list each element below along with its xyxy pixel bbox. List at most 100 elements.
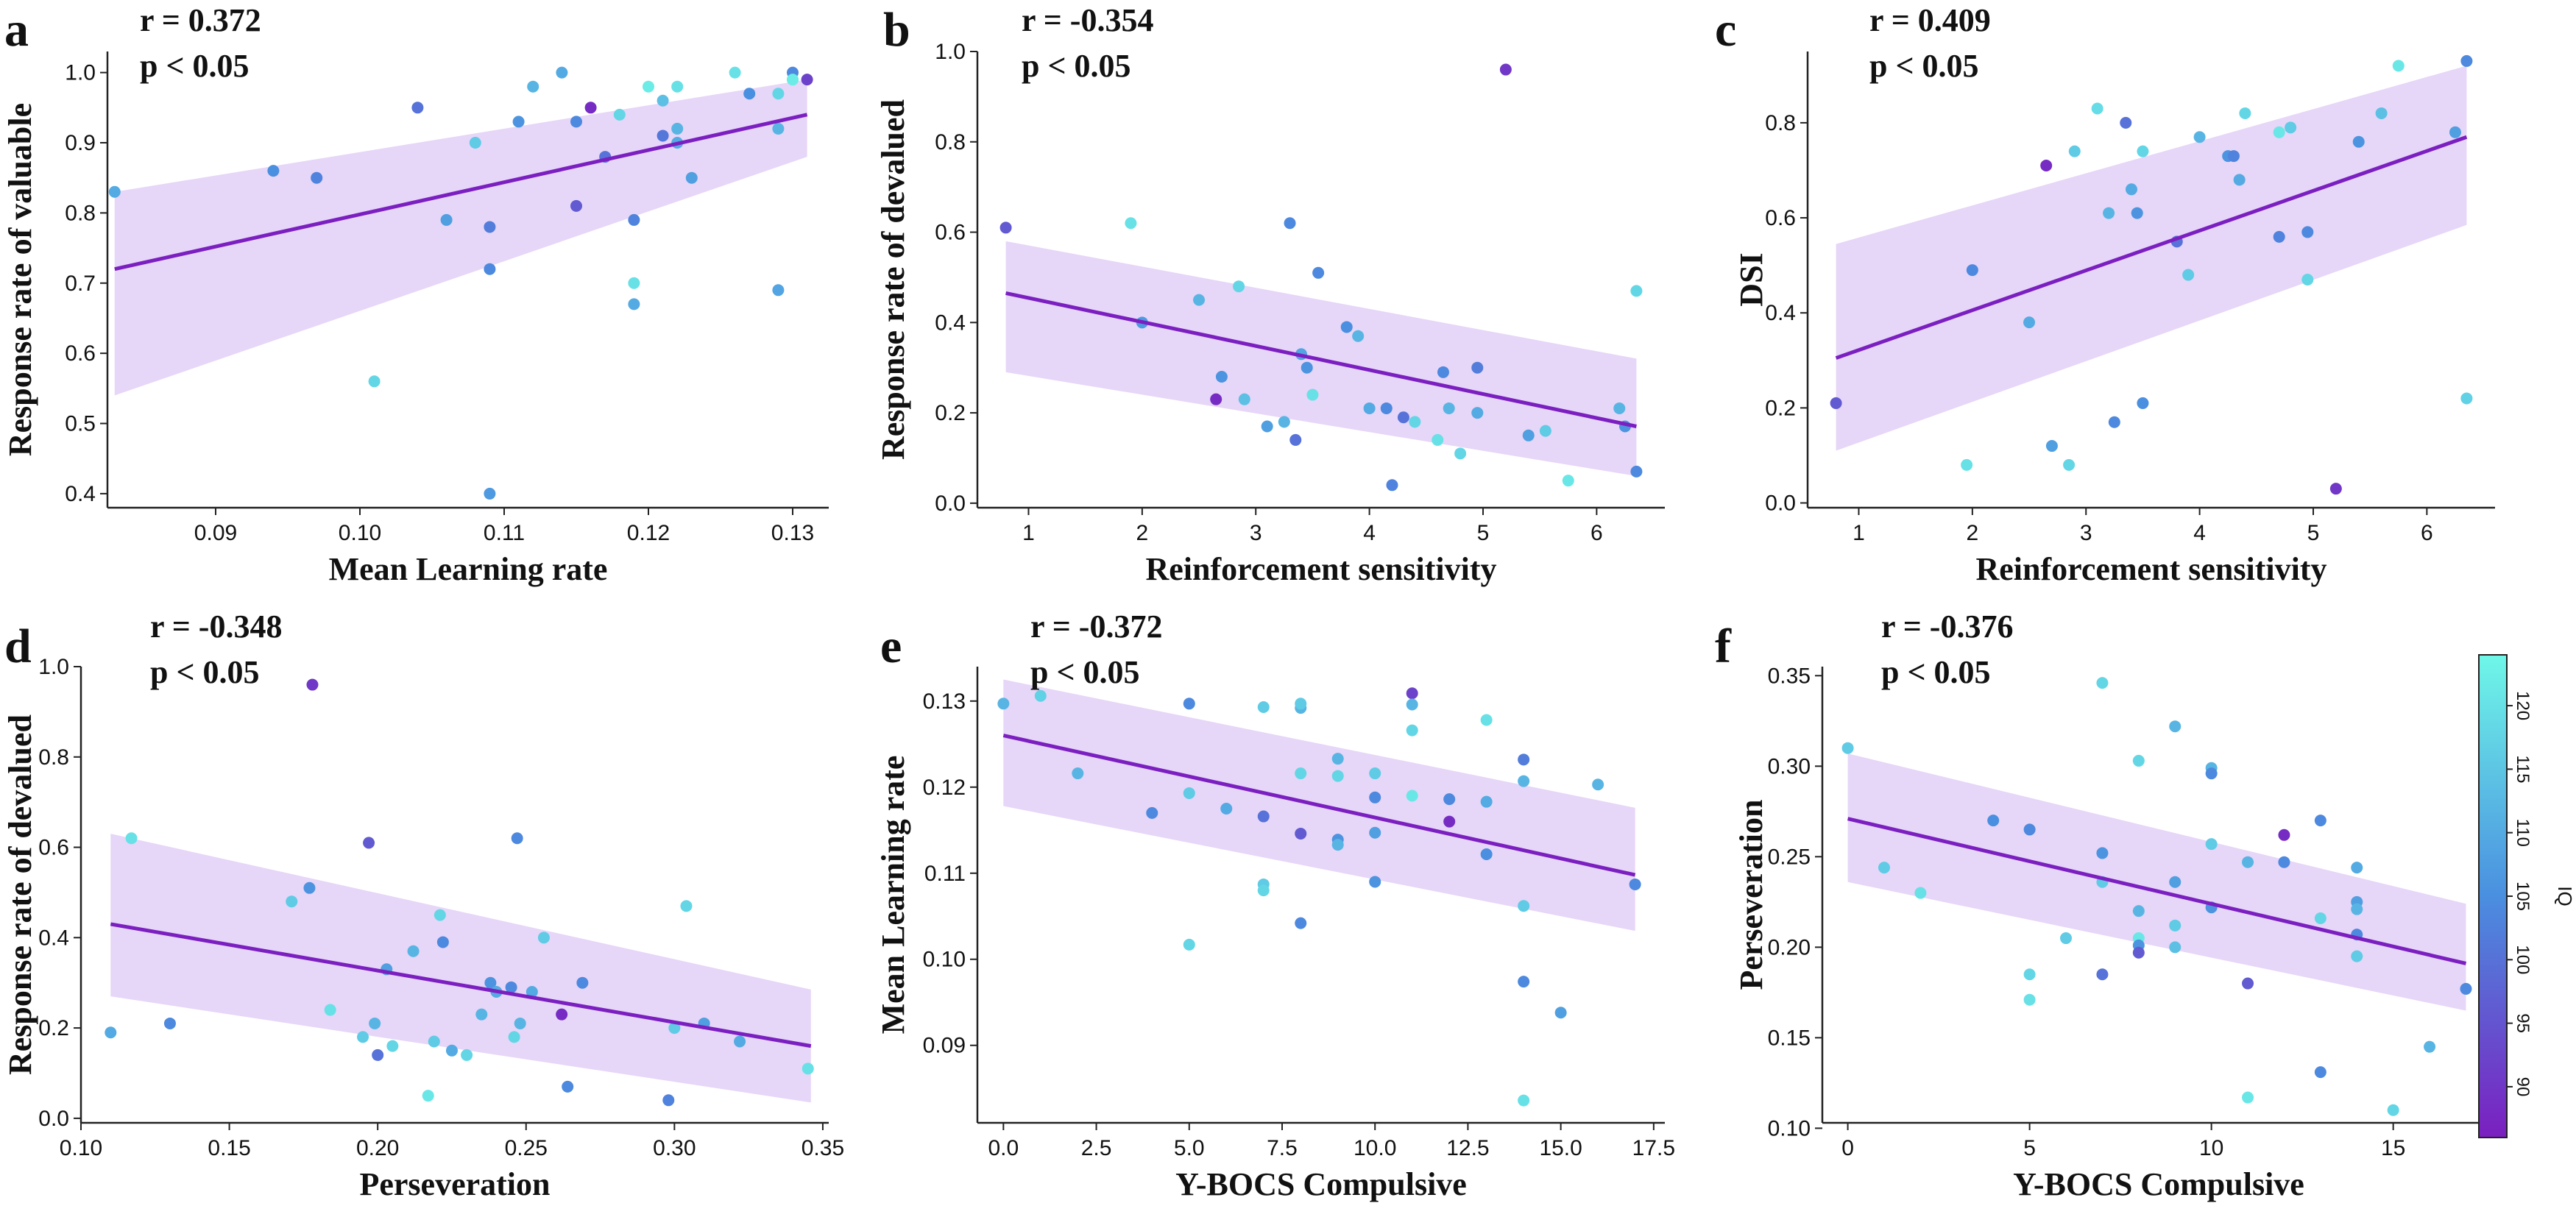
y-tick-label: 0.2 xyxy=(935,401,966,425)
data-point xyxy=(1363,402,1376,414)
data-point xyxy=(105,1026,117,1039)
data-point xyxy=(1406,724,1418,737)
data-point xyxy=(1295,917,1307,929)
data-point xyxy=(422,1090,434,1102)
data-point xyxy=(1914,887,1927,899)
data-point xyxy=(526,985,538,998)
data-point xyxy=(1210,393,1222,405)
y-tick-label: 0.4 xyxy=(935,311,966,335)
data-point xyxy=(1233,280,1245,293)
x-tick-label: 2 xyxy=(1136,521,1149,545)
panel-c: 1 2 3 4 5 6 0.0 0.2 0.4 0.6 0.8 Reinforcement sensi… xyxy=(1715,2,2495,587)
y-tick-label: 0.13 xyxy=(923,689,966,714)
x-tick-label: 4 xyxy=(2193,521,2206,545)
panel-e: 0.0 2.5 5.0 7.5 10.0 12.5 15.0 17.5 0.09 0.10 0.11… xyxy=(875,608,1675,1202)
data-point xyxy=(2132,946,2145,959)
data-point xyxy=(1238,393,1250,405)
data-point xyxy=(657,94,669,107)
data-point xyxy=(2278,829,2290,841)
data-point xyxy=(461,1049,473,1061)
data-point xyxy=(357,1031,369,1043)
data-point xyxy=(2242,856,2254,868)
data-point xyxy=(2169,941,2182,954)
data-point xyxy=(1183,698,1195,710)
x-tick-label: 0.35 xyxy=(802,1136,844,1160)
data-point xyxy=(772,88,785,100)
data-point xyxy=(1284,217,1296,230)
data-point xyxy=(2205,767,2218,780)
data-point xyxy=(2285,121,2297,134)
data-point xyxy=(1443,815,1456,828)
data-point xyxy=(411,102,424,114)
data-point xyxy=(1352,330,1365,342)
data-point xyxy=(734,1035,746,1048)
panel-letter: b xyxy=(883,3,910,57)
data-point xyxy=(584,102,597,114)
x-tick-label: 0.10 xyxy=(60,1136,102,1160)
x-tick-label: 17.5 xyxy=(1632,1136,1675,1160)
data-point xyxy=(2068,145,2081,157)
x-tick-label: 6 xyxy=(2421,521,2433,545)
data-point xyxy=(1369,791,1381,803)
confidence-band xyxy=(1836,65,2467,451)
x-tick-label: 5 xyxy=(2023,1136,2036,1160)
data-point xyxy=(2023,993,2036,1006)
y-tick-label: 0.11 xyxy=(924,862,966,886)
data-point xyxy=(1257,700,1270,713)
x-tick-label: 0.13 xyxy=(771,521,814,545)
x-tick-label: 5 xyxy=(2307,521,2320,545)
data-point xyxy=(2108,416,2120,428)
x-tick-label: 0.10 xyxy=(339,521,381,545)
data-point xyxy=(1613,402,1626,414)
colorbar-gradient xyxy=(2478,654,2508,1138)
data-point xyxy=(1369,767,1381,780)
y-axis-label: DSI xyxy=(1733,252,1769,306)
y-tick-label: 1.0 xyxy=(38,655,69,679)
data-point xyxy=(1454,447,1467,460)
data-point xyxy=(1397,411,1409,424)
data-point xyxy=(2351,950,2363,962)
data-point xyxy=(1471,361,1484,374)
data-point xyxy=(772,122,785,135)
y-tick-label: 0.7 xyxy=(65,272,96,296)
iq-colorbar: IQ 90 95 100 105 110 115 120 xyxy=(2478,654,2576,1138)
y-tick-label: 0.2 xyxy=(38,1016,69,1040)
x-tick-label: 3 xyxy=(1250,521,1262,545)
p-value-label: p < 0.05 xyxy=(1030,654,1140,690)
data-point xyxy=(2137,145,2149,157)
x-tick-label: 0.09 xyxy=(194,521,237,545)
data-point xyxy=(1471,407,1484,419)
data-point xyxy=(386,1040,399,1052)
confidence-band xyxy=(110,834,811,1103)
y-tick-label: 0.25 xyxy=(1768,845,1811,869)
panel-f: 0 5 10 15 0.10 0.15 0.20 0.25 0.30 0.35 Y-BOCS Com… xyxy=(1715,608,2495,1202)
data-point xyxy=(1220,803,1233,815)
x-tick-label: 6 xyxy=(1590,521,1603,545)
data-point xyxy=(570,116,582,128)
data-point xyxy=(436,936,449,948)
data-point xyxy=(1257,884,1270,897)
r-value-label: r = 0.409 xyxy=(1869,2,1991,38)
data-point xyxy=(372,1049,384,1061)
data-point xyxy=(1340,321,1353,333)
data-point xyxy=(772,284,785,297)
x-axis-label: Reinforcement sensitivity xyxy=(1976,551,2327,587)
data-point xyxy=(2096,847,2109,859)
y-tick-label: 0.8 xyxy=(1765,111,1796,135)
data-point xyxy=(2096,968,2109,981)
x-tick-label: 15 xyxy=(2381,1136,2405,1160)
data-point xyxy=(2169,919,2182,932)
data-point xyxy=(1257,810,1270,823)
y-tick-label: 0.6 xyxy=(65,341,96,366)
data-point xyxy=(303,881,316,894)
x-axis-label: Perseveration xyxy=(360,1166,551,1202)
data-point xyxy=(2273,126,2285,138)
data-point xyxy=(1830,397,1842,409)
data-point xyxy=(1369,826,1381,839)
y-tick-label: 0.6 xyxy=(38,836,69,860)
x-axis-label: Y-BOCS Compulsive xyxy=(2013,1166,2304,1202)
data-point xyxy=(1878,862,1890,874)
data-point xyxy=(440,213,453,226)
data-point xyxy=(2314,815,2326,827)
data-point xyxy=(369,1017,381,1029)
